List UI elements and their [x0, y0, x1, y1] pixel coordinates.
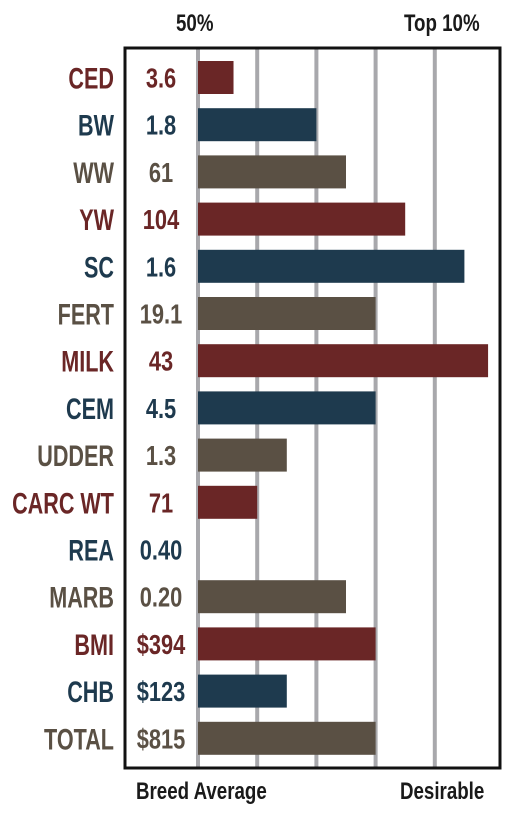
trait-label-total: TOTAL: [44, 722, 114, 756]
bar-fert: [198, 297, 376, 330]
value-label-ced: 3.6: [146, 63, 176, 94]
trait-label-sc: SC: [84, 250, 114, 284]
bar-chb: [198, 674, 287, 708]
trait-label-fert: FERT: [58, 297, 114, 331]
value-label-carc-wt: 71: [149, 488, 173, 519]
value-label-sc: 1.6: [146, 252, 176, 283]
footer-desirable: Desirable: [400, 778, 485, 805]
chart-frame: [123, 46, 502, 770]
bar-carc-wt: [198, 485, 258, 519]
footer-breed-average: Breed Average: [136, 778, 267, 805]
value-label-yw: 104: [143, 205, 179, 236]
value-label-rea: 0.40: [140, 535, 182, 566]
bar-cem: [198, 391, 376, 425]
value-label-udder: 1.3: [146, 441, 176, 472]
header-top-10-percent: Top 10%: [404, 10, 480, 37]
value-label-total: $815: [137, 724, 186, 755]
bar-milk: [198, 344, 489, 378]
bar-bmi: [198, 627, 376, 661]
bar-marb: [198, 580, 346, 614]
trait-label-udder: UDDER: [37, 439, 114, 473]
header-50-percent: 50%: [176, 10, 214, 37]
bar-ced: [198, 61, 234, 94]
bar-sc: [198, 249, 465, 283]
value-label-chb: $123: [137, 677, 186, 708]
trait-label-ced: CED: [68, 61, 114, 95]
trait-label-ww: WW: [73, 155, 114, 189]
trait-label-bmi: BMI: [74, 627, 114, 661]
trait-labels: CED BW WW YW SC FERT MILK CEM UDDER CARC WT REA MAR…: [12, 61, 114, 756]
value-label-bw: 1.8: [146, 110, 176, 141]
bars: [198, 61, 489, 755]
value-label-bmi: $394: [137, 629, 186, 660]
trait-label-rea: REA: [68, 533, 114, 567]
value-label-cem: 4.5: [146, 393, 176, 424]
value-label-marb: 0.20: [140, 582, 182, 613]
trait-label-carc-wt: CARC WT: [12, 486, 114, 520]
bar-ww: [198, 155, 346, 189]
bar-total: [198, 721, 376, 755]
bar-bw: [198, 108, 317, 142]
trait-label-bw: BW: [78, 108, 114, 142]
trait-label-yw: YW: [79, 203, 114, 237]
value-label-ww: 61: [149, 157, 173, 188]
value-label-milk: 43: [149, 346, 173, 377]
value-label-fert: 19.1: [140, 299, 183, 330]
bar-yw: [198, 202, 406, 236]
bar-udder: [198, 438, 287, 472]
value-labels: 3.6 1.8 61 104 1.6 19.1 43 4.5 1.3 71 0.40 0.20 $394…: [137, 63, 186, 755]
trait-label-chb: CHB: [67, 675, 114, 709]
trait-label-milk: MILK: [61, 344, 114, 378]
trait-label-cem: CEM: [66, 391, 114, 425]
trait-label-marb: MARB: [49, 580, 114, 614]
